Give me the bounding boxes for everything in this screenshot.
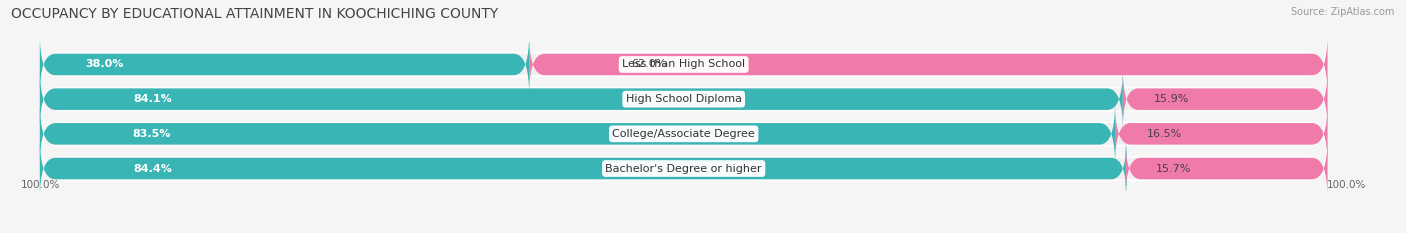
FancyBboxPatch shape [39,129,1327,208]
FancyBboxPatch shape [1115,103,1327,165]
Text: High School Diploma: High School Diploma [626,94,742,104]
FancyBboxPatch shape [39,103,1115,165]
FancyBboxPatch shape [529,34,1327,95]
Text: 84.1%: 84.1% [134,94,172,104]
FancyBboxPatch shape [39,34,529,95]
Text: College/Associate Degree: College/Associate Degree [612,129,755,139]
FancyBboxPatch shape [39,68,1123,130]
Text: 100.0%: 100.0% [1327,180,1367,190]
Text: 84.4%: 84.4% [134,164,172,174]
Text: Less than High School: Less than High School [621,59,745,69]
Text: 15.7%: 15.7% [1156,164,1191,174]
Text: 100.0%: 100.0% [21,180,60,190]
FancyBboxPatch shape [39,34,1327,95]
FancyBboxPatch shape [39,68,1327,130]
FancyBboxPatch shape [39,60,1327,138]
Text: 83.5%: 83.5% [132,129,170,139]
FancyBboxPatch shape [39,103,1327,165]
FancyBboxPatch shape [1125,138,1327,199]
Text: 62.0%: 62.0% [631,59,666,69]
Text: 15.9%: 15.9% [1154,94,1189,104]
Text: Source: ZipAtlas.com: Source: ZipAtlas.com [1291,7,1395,17]
FancyBboxPatch shape [39,138,1327,199]
FancyBboxPatch shape [1123,68,1327,130]
Text: OCCUPANCY BY EDUCATIONAL ATTAINMENT IN KOOCHICHING COUNTY: OCCUPANCY BY EDUCATIONAL ATTAINMENT IN K… [11,7,499,21]
FancyBboxPatch shape [39,25,1327,104]
Text: 16.5%: 16.5% [1147,129,1182,139]
Text: Bachelor's Degree or higher: Bachelor's Degree or higher [606,164,762,174]
FancyBboxPatch shape [39,95,1327,173]
FancyBboxPatch shape [39,138,1126,199]
Text: 38.0%: 38.0% [86,59,124,69]
